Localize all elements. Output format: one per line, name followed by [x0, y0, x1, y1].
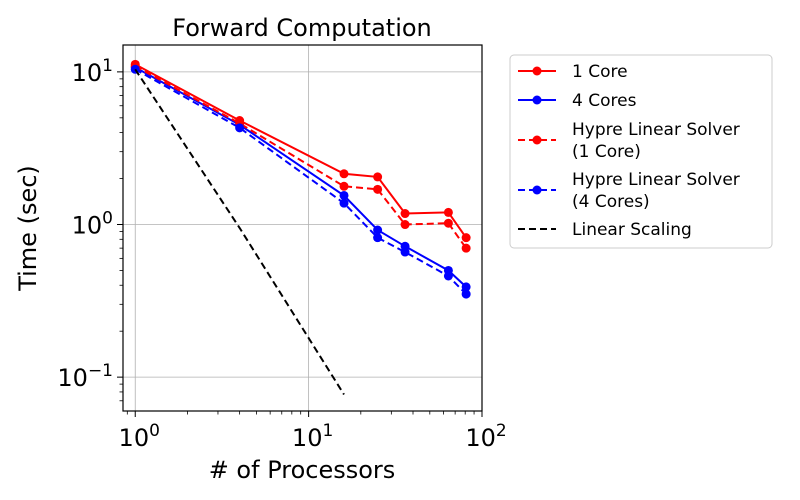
data-point	[400, 247, 410, 257]
data-point	[339, 169, 349, 179]
series-line	[134, 66, 467, 288]
data-point	[235, 123, 245, 133]
series-line	[134, 68, 345, 396]
legend-label: Hypre Linear Solver	[572, 120, 740, 140]
legend-marker	[532, 95, 542, 105]
data-point	[443, 207, 453, 217]
chart-title: Forward Computation	[172, 14, 432, 42]
x-tick-label: 101	[292, 421, 333, 452]
legend-label: (4 Cores)	[572, 192, 650, 212]
legend-label: 4 Cores	[572, 91, 637, 111]
series-line	[134, 65, 467, 249]
legend-marker	[532, 66, 542, 76]
data-point	[373, 184, 383, 194]
data-point	[373, 172, 383, 182]
series-layer	[130, 59, 471, 396]
series-line	[134, 63, 467, 239]
data-point	[339, 181, 349, 191]
series-line	[134, 68, 467, 295]
x-axis-label: # of Processors	[209, 456, 396, 484]
data-point	[461, 282, 471, 292]
x-tick-label: 102	[465, 421, 506, 452]
grid	[123, 45, 483, 411]
data-point	[400, 220, 410, 230]
legend-label: (1 Core)	[572, 142, 641, 162]
legend-marker	[532, 185, 542, 195]
y-tick-label: 100	[72, 209, 113, 240]
x-tick-label: 100	[119, 421, 160, 452]
data-point	[461, 289, 471, 299]
data-point	[461, 233, 471, 243]
data-point	[373, 225, 383, 235]
legend-label: Hypre Linear Solver	[572, 170, 740, 190]
legend-label: 1 Core	[572, 62, 628, 82]
data-point	[443, 271, 453, 281]
data-point	[373, 233, 383, 243]
data-point	[339, 198, 349, 208]
data-point	[443, 218, 453, 228]
data-point	[339, 190, 349, 200]
plot-frame	[122, 44, 483, 412]
legend-marker	[532, 135, 542, 145]
data-point	[400, 209, 410, 219]
y-axis-label: Time (sec)	[14, 165, 42, 292]
y-tick-label: 10−1	[57, 361, 113, 392]
data-point	[461, 243, 471, 253]
legend-frame	[509, 54, 773, 249]
legend-label: Linear Scaling	[572, 220, 692, 240]
y-tick-label: 101	[72, 56, 113, 87]
